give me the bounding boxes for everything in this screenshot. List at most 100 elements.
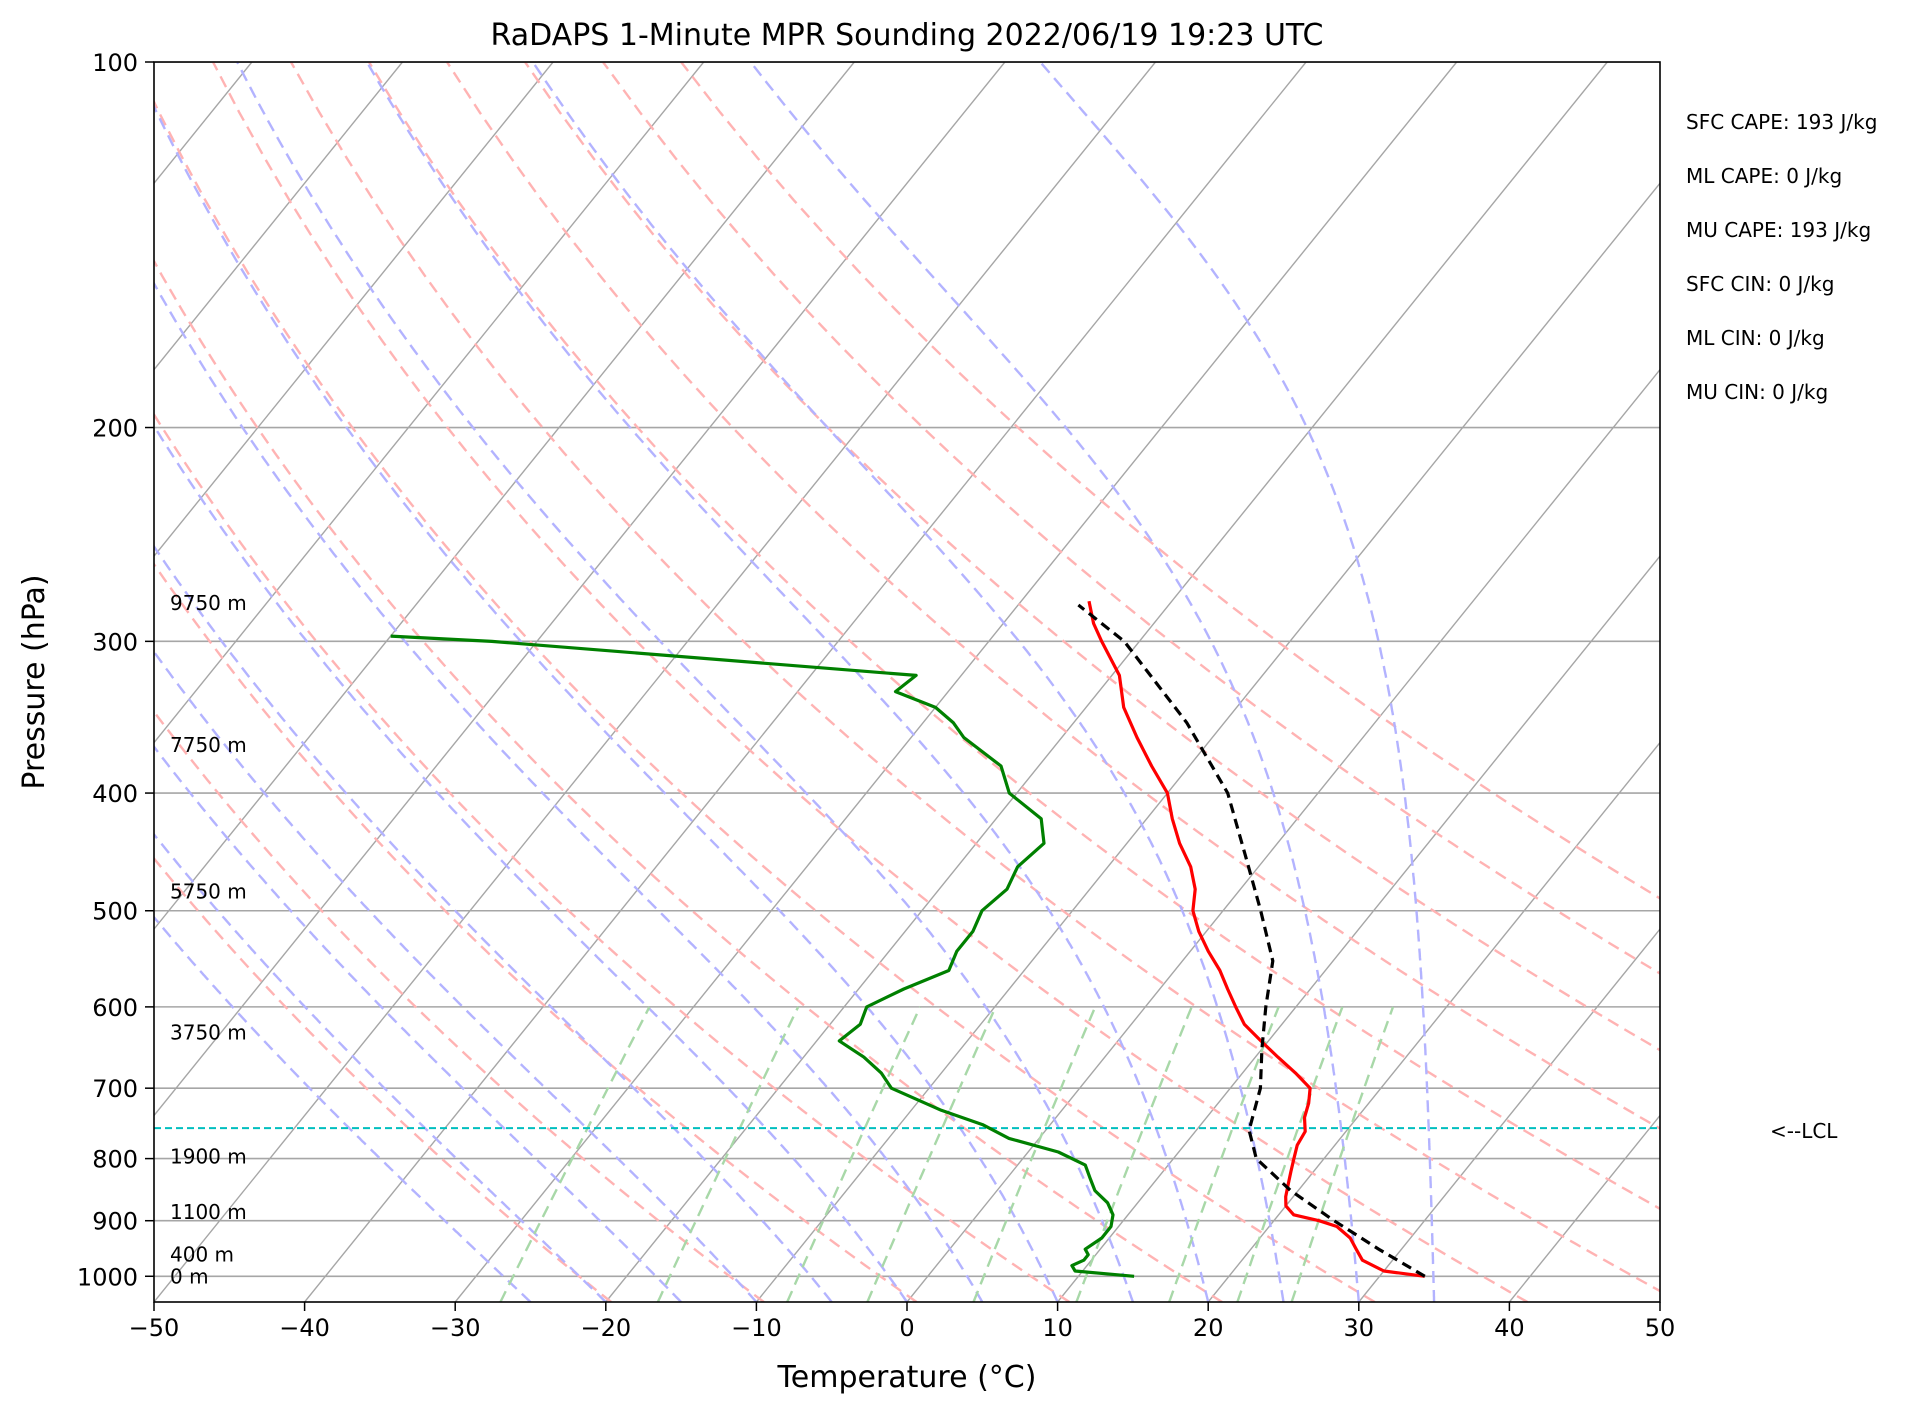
height-label: 7750 m [170,733,247,757]
y-tick-label: 200 [92,415,138,443]
dry-adiabat-line [154,258,1223,1302]
stat-line: ML CIN: 0 J/kg [1686,326,1825,350]
moist-adiabat-line [154,104,1059,1302]
background-reference-lines [154,62,1660,1302]
x-tick-label: −10 [731,1314,782,1342]
mixing-ratio-line [1236,1006,1344,1302]
height-label: 0 m [170,1264,209,1288]
moist-adiabat-line [1039,62,1436,1302]
isotherm-line [154,62,404,371]
height-label: 3750 m [170,1021,247,1045]
mixing-ratio-line [1075,1006,1193,1302]
y-axis-title: Pressure (hPa) [17,574,52,789]
moist-adiabat-lines [154,62,1436,1302]
x-axis-ticks: −50 −40 −30 −20 −10 0 10 20 30 40 50 [129,1302,1676,1342]
height-label: 1100 m [170,1200,247,1224]
stat-line: MU CIN: 0 J/kg [1686,380,1828,404]
dry-adiabat-line [367,62,1660,1211]
height-label: 1900 m [170,1145,247,1169]
isotherm-line [1508,1114,1660,1302]
mixing-ratio-line [656,1006,800,1302]
moist-adiabat-line [154,281,984,1302]
chart-title: RaDAPS 1-Minute MPR Sounding 2022/06/19 … [491,18,1324,53]
dry-adiabat-line [154,99,1376,1302]
isotherm-line [154,62,1157,1302]
moist-adiabat-line [154,744,682,1302]
x-tick-label: −20 [580,1314,631,1342]
dry-adiabat-line [154,412,1071,1302]
x-tick-label: −30 [430,1314,481,1342]
moist-adiabat-line [154,423,908,1302]
isotherm-line [154,62,1006,1117]
isotherm-line [454,62,1458,1302]
stat-line: SFC CAPE: 193 J/kg [1686,110,1877,134]
height-label: 9750 m [170,591,247,615]
isotherm-line [1057,555,1660,1302]
isotherm-line [154,62,855,931]
mixing-ratio-line [866,1006,997,1302]
dry-adiabat-line [211,62,1529,1302]
y-axis-ticks: 100 200 300 400 500 600 700 800 900 1000 [77,49,154,1291]
x-tick-label: 30 [1344,1314,1375,1342]
sounding-profiles [154,600,1660,1278]
mixing-ratio-line [786,1006,922,1302]
x-axis-title: Temperature (°C) [777,1360,1037,1395]
y-tick-label: 400 [92,780,138,808]
x-tick-label: −40 [279,1314,330,1342]
x-tick-label: 20 [1193,1314,1224,1342]
stability-stats: SFC CAPE: 193 J/kg ML CAPE: 0 J/kg MU CAPE… [1686,110,1877,404]
dewpoint-profile-line [390,634,1135,1278]
dry-adiabat-line [154,709,765,1302]
height-labels: 9750 m 7750 m 5750 m 3750 m 1900 m 1100 m 400 … [170,591,247,1288]
moist-adiabat-line [749,62,1360,1302]
moist-adiabat-line [365,62,1210,1302]
lcl-label: <--LCL [1770,1119,1838,1143]
parcel-profile-line [1077,603,1426,1278]
isotherm-line [154,62,554,558]
mixing-ratio-line [972,1006,1097,1302]
moist-adiabat-line [154,832,607,1302]
temperature-profile-line [1087,600,1426,1278]
mixing-ratio-lines [499,1006,1395,1302]
x-tick-label: 0 [899,1314,914,1342]
mixing-ratio-line [1168,1006,1280,1302]
isotherm-line [1358,927,1660,1302]
stat-line: ML CAPE: 0 J/kg [1686,164,1842,188]
y-tick-label: 500 [92,898,138,926]
height-label: 5750 m [170,879,247,903]
isotherm-line [755,182,1660,1302]
y-tick-label: 600 [92,994,138,1022]
isotherm-line [605,62,1608,1302]
y-tick-label: 900 [92,1208,138,1236]
height-label: 400 m [170,1243,234,1267]
stat-line: MU CAPE: 193 J/kg [1686,218,1871,242]
y-tick-label: 800 [92,1146,138,1174]
dry-adiabat-line [602,62,1660,975]
y-tick-label: 700 [92,1075,138,1103]
moist-adiabat-line [236,62,1135,1302]
dry-adiabat-line [154,562,918,1302]
dry-adiabat-lines [154,62,1660,1302]
moist-adiabat-line [531,62,1285,1302]
x-tick-label: −50 [129,1314,180,1342]
isotherm-line [1659,1300,1660,1302]
mixing-ratio-line [499,1006,651,1302]
stat-line: SFC CIN: 0 J/kg [1686,272,1834,296]
y-tick-label: 300 [92,628,138,656]
moist-adiabat-line [154,544,833,1302]
isotherm-line [154,62,705,744]
x-tick-label: 10 [1042,1314,1073,1342]
y-tick-label: 1000 [77,1263,138,1291]
isotherm-lines [154,62,1660,1302]
dry-adiabat-line [445,62,1660,1130]
moist-adiabat-line [154,649,758,1302]
mixing-ratio-line [1290,1006,1395,1302]
moist-adiabat-line [154,915,532,1302]
isotherm-line [1207,741,1660,1302]
x-tick-label: 40 [1494,1314,1525,1342]
dry-adiabat-line [154,856,612,1302]
dry-adiabat-line [289,62,1660,1293]
x-tick-label: 50 [1645,1314,1676,1342]
dry-adiabat-line [524,62,1660,1052]
